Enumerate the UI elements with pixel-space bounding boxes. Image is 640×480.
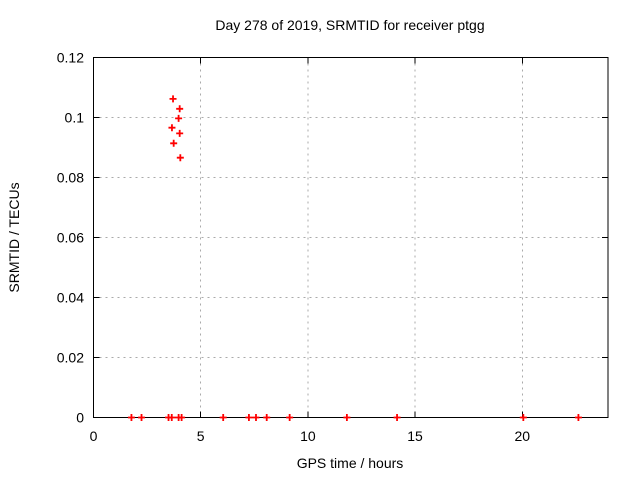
data-point-marker <box>393 414 401 421</box>
y-axis-label: SRMTID / TECUs <box>6 182 22 292</box>
data-point-marker <box>263 414 271 421</box>
x-tick-label: 0 <box>90 428 98 444</box>
data-point-marker <box>176 129 184 137</box>
y-tick-label: 0.08 <box>57 170 84 186</box>
x-tick-label: 10 <box>300 428 316 444</box>
data-point-marker <box>519 414 527 421</box>
x-tick-label: 15 <box>407 428 423 444</box>
y-tick-label: 0.12 <box>57 50 84 66</box>
y-tick-label: 0.04 <box>57 290 84 306</box>
y-tick-label: 0.1 <box>65 110 85 126</box>
x-axis-label: GPS time / hours <box>297 455 404 471</box>
data-points <box>127 95 582 421</box>
data-point-marker <box>176 105 184 113</box>
data-point-marker <box>175 114 183 122</box>
x-tick-label: 5 <box>197 428 205 444</box>
tick-marks <box>93 57 608 418</box>
data-point-marker <box>127 414 135 421</box>
data-point-marker <box>178 414 186 421</box>
plot-border <box>93 57 609 418</box>
data-point-marker <box>170 139 178 147</box>
y-tick-label: 0 <box>76 410 84 426</box>
data-point-marker <box>574 414 582 421</box>
tick-labels: 0 5 10 15 20 0 0.02 0.04 0.06 0.08 0.1 0.12 <box>57 50 530 445</box>
y-tick-label: 0.02 <box>57 350 84 366</box>
data-point-marker <box>138 414 146 421</box>
data-point-marker <box>219 414 227 421</box>
data-point-marker <box>245 414 253 421</box>
data-point-marker <box>343 414 351 421</box>
data-point-marker <box>252 414 260 421</box>
data-point-marker <box>168 414 176 421</box>
y-tick-label: 0.06 <box>57 230 84 246</box>
x-tick-label: 20 <box>514 428 530 444</box>
data-point-marker <box>169 95 177 103</box>
data-point-marker <box>168 124 176 132</box>
data-point-marker <box>176 154 184 162</box>
data-point-marker <box>286 414 294 421</box>
chart-title: Day 278 of 2019, SRMTID for receiver ptg… <box>215 17 484 33</box>
gridlines <box>93 57 608 418</box>
